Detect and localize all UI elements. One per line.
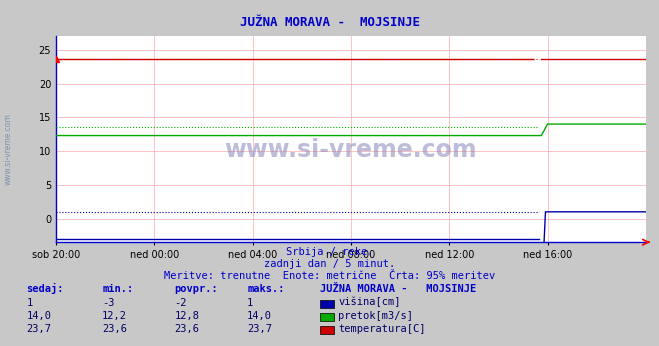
Text: 23,6: 23,6 xyxy=(175,324,200,334)
Text: maks.:: maks.: xyxy=(247,284,285,294)
Text: 23,7: 23,7 xyxy=(247,324,272,334)
Text: -3: -3 xyxy=(102,298,115,308)
Text: višina[cm]: višina[cm] xyxy=(338,297,401,308)
Text: Srbija / reke.: Srbija / reke. xyxy=(286,247,373,257)
Text: temperatura[C]: temperatura[C] xyxy=(338,324,426,334)
Text: povpr.:: povpr.: xyxy=(175,284,218,294)
Text: zadnji dan / 5 minut.: zadnji dan / 5 minut. xyxy=(264,259,395,269)
Text: www.si-vreme.com: www.si-vreme.com xyxy=(225,138,477,162)
Text: JUŽNA MORAVA -  MOJSINJE: JUŽNA MORAVA - MOJSINJE xyxy=(239,16,420,29)
Text: -2: -2 xyxy=(175,298,187,308)
Text: 23,6: 23,6 xyxy=(102,324,127,334)
Text: 12,8: 12,8 xyxy=(175,311,200,321)
Text: www.si-vreme.com: www.si-vreme.com xyxy=(3,113,13,185)
Text: 12,2: 12,2 xyxy=(102,311,127,321)
Text: 1: 1 xyxy=(247,298,253,308)
Text: 14,0: 14,0 xyxy=(247,311,272,321)
Text: JUŽNA MORAVA -   MOJSINJE: JUŽNA MORAVA - MOJSINJE xyxy=(320,284,476,294)
Text: 23,7: 23,7 xyxy=(26,324,51,334)
Text: sedaj:: sedaj: xyxy=(26,283,64,294)
Text: 1: 1 xyxy=(26,298,32,308)
Text: pretok[m3/s]: pretok[m3/s] xyxy=(338,311,413,321)
Text: Meritve: trenutne  Enote: metrične  Črta: 95% meritev: Meritve: trenutne Enote: metrične Črta: … xyxy=(164,271,495,281)
Text: 14,0: 14,0 xyxy=(26,311,51,321)
Text: min.:: min.: xyxy=(102,284,133,294)
